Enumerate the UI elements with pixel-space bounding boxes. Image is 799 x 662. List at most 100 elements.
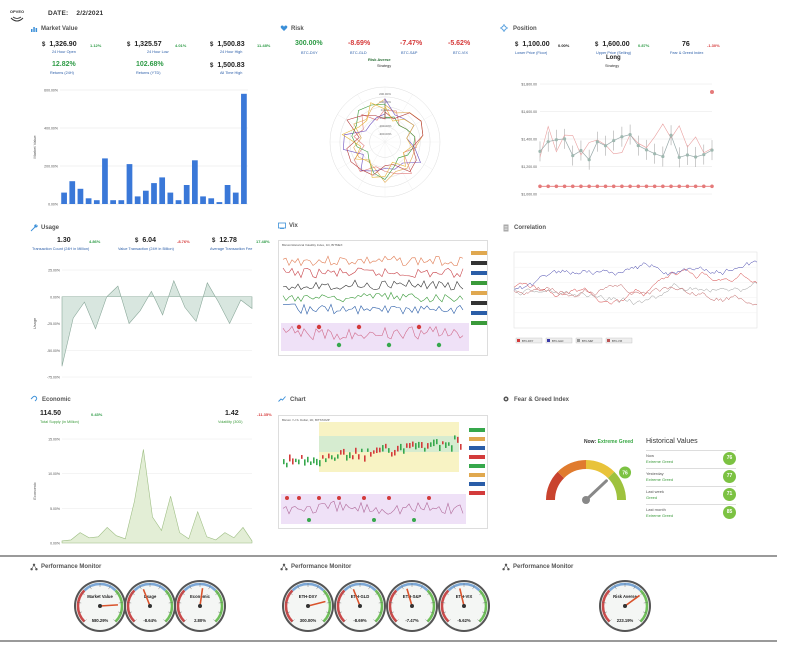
legend-label: BTC-S&P <box>582 339 594 343</box>
upper-price-pct: 0.87% <box>638 43 650 48</box>
tx-count-pct: 4.86% <box>89 239 101 244</box>
candle <box>412 441 414 447</box>
link-icon <box>30 395 38 402</box>
gauge-hub <box>623 604 627 608</box>
price-tag <box>471 291 487 295</box>
price-point <box>710 148 714 152</box>
gauge-tick <box>430 602 435 604</box>
candle <box>448 442 450 446</box>
vix-panel: Vix Bitcoin/Historical Volatility Index,… <box>278 222 490 362</box>
legend-label: BTC-VIX <box>612 339 623 343</box>
signal-dot <box>307 518 311 522</box>
price-tradingview-widget[interactable] <box>278 415 488 529</box>
y-axis-label: Usage <box>32 317 37 329</box>
gauge-tick <box>368 585 371 590</box>
volatility-pct: -11.35% <box>257 412 272 417</box>
radar-spoke <box>337 114 386 143</box>
lower-price-label: Lower Price (Floor) <box>515 51 548 55</box>
gauge-tick <box>420 585 423 590</box>
gauge-segment <box>586 460 615 479</box>
y-tick-label: $1,400.00 <box>521 138 537 142</box>
signal-dot <box>372 518 376 522</box>
candle <box>292 458 294 465</box>
gauge-tick <box>163 619 167 623</box>
bar <box>159 177 166 204</box>
legend-swatch <box>547 339 550 342</box>
upper-price-value: $1,600.00 <box>595 41 630 48</box>
signal-dot <box>316 324 322 330</box>
risk-btc-dxy-value: 300.00% <box>295 40 323 47</box>
crosshair-icon <box>500 24 508 32</box>
candle <box>409 443 411 449</box>
fear-greed-label: Fear & Greed Index <box>670 51 704 55</box>
vix-tradingview-widget[interactable] <box>278 240 488 356</box>
risk-btc-sp-label: BTC-S&P <box>401 51 418 55</box>
price-point <box>685 153 690 157</box>
price-chart-panel: Chart Bitcoin / U.S. Dollar, 1D, BITSTAM… <box>278 393 490 533</box>
usage-area <box>61 279 253 367</box>
network-icon <box>280 563 288 571</box>
upper-line <box>539 123 713 158</box>
bar <box>110 200 116 204</box>
y-tick-label: 10.00% <box>48 472 60 476</box>
floor-point <box>570 184 575 189</box>
candle <box>403 448 405 454</box>
gauge-tick <box>118 602 123 604</box>
price-point <box>677 155 681 159</box>
bar <box>200 196 206 204</box>
gauge-tick <box>341 592 345 595</box>
candle <box>400 443 402 451</box>
floor-point <box>538 184 542 189</box>
rsi-line <box>282 500 464 515</box>
price-point <box>612 138 616 143</box>
perf3-title: Performance Monitor <box>513 564 574 570</box>
gauge-arc <box>336 589 346 623</box>
gauge-tick <box>108 585 111 590</box>
gauge-segment <box>557 460 586 479</box>
price-tag <box>471 311 487 315</box>
price-tag <box>469 446 485 450</box>
bar <box>208 198 215 204</box>
signal-dot <box>356 324 362 330</box>
bar <box>102 158 108 204</box>
candle <box>286 462 288 468</box>
candle <box>427 443 429 449</box>
bar <box>167 192 174 204</box>
candle <box>325 458 327 463</box>
value-tx-value: $6.04 <box>135 237 156 244</box>
bar <box>183 185 190 204</box>
economic-title: Economic <box>42 397 71 403</box>
gauge-hub <box>410 604 414 608</box>
floor-point <box>677 184 682 189</box>
floor-point <box>628 184 632 189</box>
gauge-tick <box>337 602 342 604</box>
radar-tick-label: -200.00% <box>379 124 392 128</box>
gauge-tick <box>81 592 85 595</box>
floor-point <box>595 184 600 189</box>
floor-point <box>702 184 706 189</box>
rsi-line <box>282 325 464 341</box>
candle <box>442 441 444 445</box>
gauge-tick <box>286 611 290 614</box>
gauge-tick <box>168 602 173 604</box>
gauge-hub <box>198 604 202 608</box>
gauge-hub <box>358 604 362 608</box>
gauge-tick <box>131 592 135 595</box>
candle <box>391 452 393 457</box>
candle <box>382 445 384 452</box>
gauge-tick <box>183 619 187 623</box>
candle <box>304 459 306 466</box>
performance-monitor-1: Performance Monitor Market Value 580.29% U… <box>30 562 260 640</box>
position-panel: Position $1,100.00 0.00% Lower Price (Fl… <box>500 22 730 212</box>
signal-dot <box>416 324 422 330</box>
risk-btc-sp-value: -7.47% <box>400 40 423 47</box>
candle <box>346 454 348 461</box>
y-tick-label: 5.00% <box>50 507 60 511</box>
position-price-chart: $1,800.00 $1,600.00 $1,400.00 $1,200.00 $1,0… <box>521 83 714 197</box>
vix-line <box>282 279 464 291</box>
candle <box>430 442 432 447</box>
candle <box>433 439 435 447</box>
trend-icon <box>278 396 286 402</box>
usage-area-chart: 25.00% 0.00% -25.00% -50.00% -75.00% Usage <box>32 269 253 380</box>
total-supply-label: Total Supply (in Million) <box>40 420 80 424</box>
